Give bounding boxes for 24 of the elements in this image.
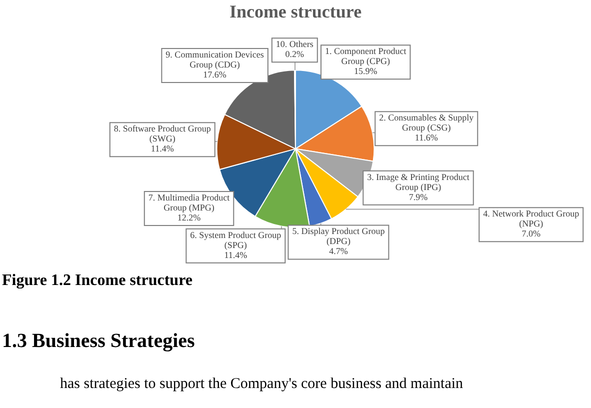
slice-label: 7. Multimedia Product Group (MPG) [148,192,230,212]
text: 1.3 Business Strategies [2,330,195,353]
text: has strategies to support the Company's core business and maintain [60,376,464,393]
slice-label: 8. Software Product Group (SWG) [114,124,212,144]
data-label: 17.6% [203,69,227,80]
slice-label: 6. System Product Group (SPG) [190,230,282,250]
slice-label: 4. Network Product Group (NPG) [483,208,580,228]
caption: Figure 1.2 Income structure [2,272,192,290]
data-label: 12.2% [177,212,202,222]
slice-label: 5. Display Product Group (DPG) [292,226,386,246]
slice-label: 9. Communication Devices Group (CDG) [166,49,264,70]
data-label: 11.4% [150,144,174,154]
data-label: 11.4% [224,250,248,260]
slice-label: 2. Consumables & Supply Group (CSG) [379,112,474,132]
data-label: 0.2% [285,48,305,59]
slice-label: 3. Image & Printing Product Group (IPG) [367,172,470,192]
data-label: 7.9% [408,192,428,202]
data-label: 15.9% [354,66,378,76]
data-label: 11.6% [414,132,438,142]
data-label: 4.7% [329,246,348,256]
slice-label: 10. Others [276,38,314,49]
slice-label: 1. Component Product Group (CPG) [324,46,407,66]
chart-title: Income structure [229,1,362,22]
data-label: 7.0% [522,228,541,238]
